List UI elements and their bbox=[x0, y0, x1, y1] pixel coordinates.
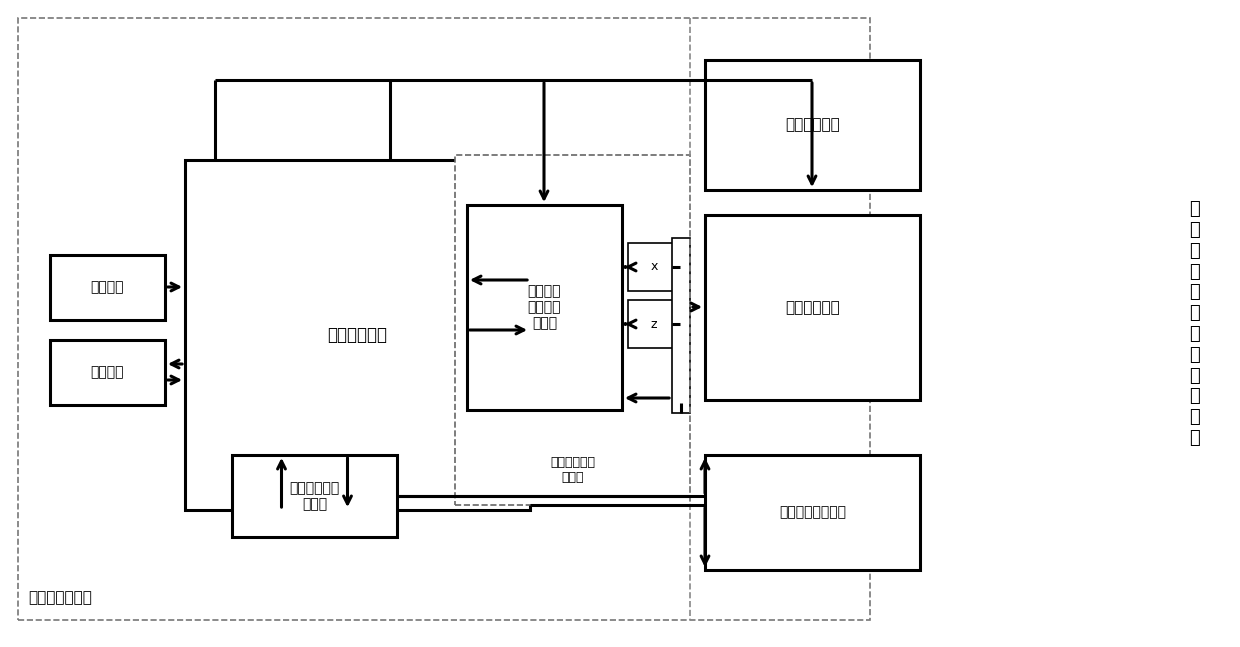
Text: 中央控制模块: 中央控制模块 bbox=[327, 326, 387, 344]
Text: 自检结果显示单元: 自检结果显示单元 bbox=[779, 505, 846, 520]
FancyBboxPatch shape bbox=[706, 215, 920, 400]
Text: 供电模块: 供电模块 bbox=[91, 281, 124, 294]
FancyBboxPatch shape bbox=[455, 155, 689, 505]
FancyBboxPatch shape bbox=[19, 18, 870, 620]
FancyBboxPatch shape bbox=[467, 205, 622, 410]
Text: x: x bbox=[650, 261, 657, 274]
Text: 外部通讯、调
试接口: 外部通讯、调 试接口 bbox=[289, 481, 340, 511]
FancyBboxPatch shape bbox=[706, 60, 920, 190]
FancyBboxPatch shape bbox=[50, 255, 165, 320]
Text: 地震波信号采
集模块: 地震波信号采 集模块 bbox=[551, 456, 595, 484]
Text: 信号发生单元: 信号发生单元 bbox=[785, 300, 839, 315]
FancyBboxPatch shape bbox=[706, 455, 920, 570]
FancyBboxPatch shape bbox=[185, 160, 529, 510]
Text: 地震波引信系统: 地震波引信系统 bbox=[29, 590, 92, 605]
FancyBboxPatch shape bbox=[627, 300, 680, 348]
FancyBboxPatch shape bbox=[672, 238, 689, 413]
FancyBboxPatch shape bbox=[627, 243, 680, 291]
Text: 在
板
式
地
震
波
引
信
自
检
系
统: 在 板 式 地 震 波 引 信 自 检 系 统 bbox=[1189, 200, 1200, 447]
FancyBboxPatch shape bbox=[232, 455, 397, 537]
Text: 存储模块: 存储模块 bbox=[91, 366, 124, 380]
FancyBboxPatch shape bbox=[50, 340, 165, 405]
Text: z: z bbox=[651, 318, 657, 331]
Text: 自检控制单元: 自检控制单元 bbox=[785, 118, 839, 133]
Text: 地震波信
号采集驱
动芯片: 地震波信 号采集驱 动芯片 bbox=[528, 284, 562, 331]
